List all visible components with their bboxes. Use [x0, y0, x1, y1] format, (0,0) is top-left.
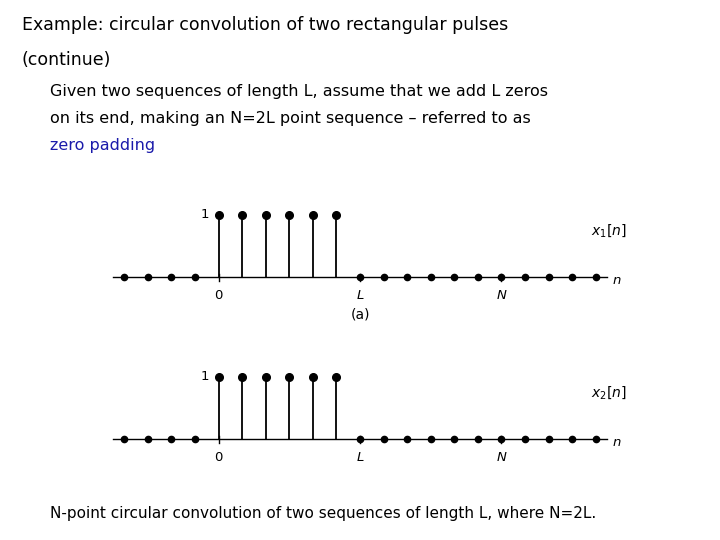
Text: 0: 0	[215, 451, 222, 464]
Text: (a): (a)	[350, 307, 370, 321]
Text: $N$: $N$	[495, 451, 507, 464]
Text: $N$: $N$	[495, 289, 507, 302]
Text: $L$: $L$	[356, 451, 364, 464]
Text: Example: circular convolution of two rectangular pulses: Example: circular convolution of two rec…	[22, 16, 508, 34]
Text: $x_1[n]$: $x_1[n]$	[591, 222, 626, 239]
Text: N-point circular convolution of two sequences of length L, where N=2L.: N-point circular convolution of two sequ…	[50, 506, 597, 521]
Text: Given two sequences of length L, assume that we add L zeros: Given two sequences of length L, assume …	[50, 84, 549, 99]
Text: $x_2[n]$: $x_2[n]$	[591, 384, 626, 401]
Text: 1: 1	[201, 208, 210, 221]
Text: $n$: $n$	[612, 274, 621, 287]
Text: 1: 1	[201, 370, 210, 383]
Text: zero padding: zero padding	[50, 138, 156, 153]
Text: (continue): (continue)	[22, 51, 111, 69]
Text: $n$: $n$	[612, 436, 621, 449]
Text: $L$: $L$	[356, 289, 364, 302]
Text: on its end, making an N=2L point sequence – referred to as: on its end, making an N=2L point sequenc…	[50, 111, 531, 126]
Text: 0: 0	[215, 289, 222, 302]
